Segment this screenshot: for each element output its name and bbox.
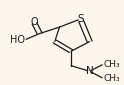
Text: S: S (77, 14, 84, 24)
Text: HO: HO (10, 35, 25, 45)
Text: O: O (30, 17, 38, 27)
Text: N: N (86, 66, 93, 76)
Text: CH₃: CH₃ (104, 74, 120, 83)
Text: CH₃: CH₃ (104, 60, 120, 69)
